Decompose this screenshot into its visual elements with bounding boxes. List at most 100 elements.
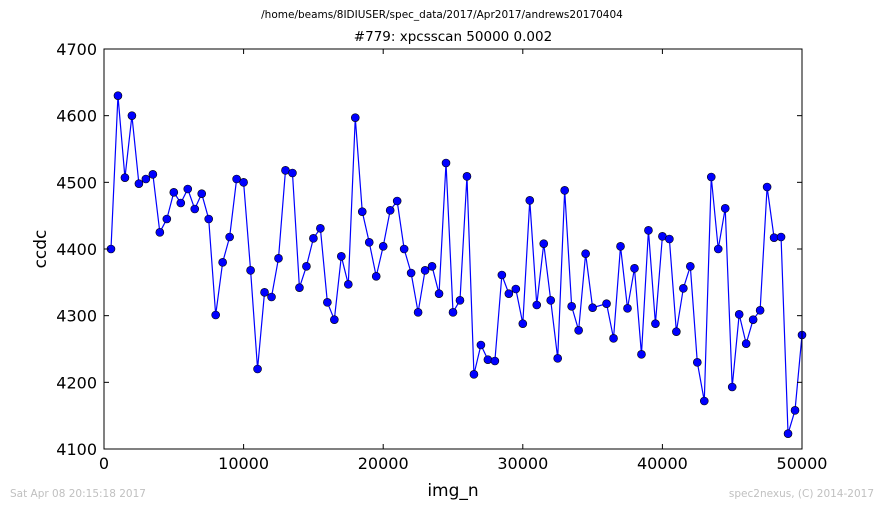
data-point	[567, 302, 576, 311]
y-tick-label: 4100	[56, 440, 97, 459]
data-point	[734, 310, 744, 319]
data-point	[783, 429, 793, 438]
data-point	[720, 204, 730, 213]
plot-frame	[103, 48, 803, 450]
data-point	[176, 198, 186, 208]
x-tick-label: 50000	[777, 454, 828, 473]
data-point	[190, 204, 200, 214]
data-point	[253, 364, 262, 374]
data-point	[539, 239, 549, 248]
data-point	[141, 174, 151, 184]
x-tick-label: 10000	[218, 454, 269, 473]
series-line	[110, 95, 803, 434]
data-point	[413, 308, 423, 317]
data-point	[295, 283, 304, 292]
data-point	[630, 264, 639, 273]
data-point	[609, 334, 618, 343]
data-point	[371, 272, 381, 281]
data-point	[204, 214, 213, 224]
y-tick-label: 4500	[56, 173, 97, 192]
data-point	[218, 258, 227, 267]
data-point	[406, 268, 416, 278]
data-point	[232, 174, 241, 184]
data-point	[588, 303, 597, 312]
data-point	[441, 158, 451, 168]
y-tick-label: 4400	[56, 240, 97, 259]
data-point	[183, 184, 193, 194]
data-point	[497, 270, 507, 280]
data-point	[330, 315, 339, 324]
data-point	[260, 288, 269, 297]
x-tick-label: 40000	[637, 454, 688, 473]
data-point	[434, 289, 444, 298]
data-point	[162, 214, 172, 224]
data-point	[323, 298, 332, 307]
data-point	[420, 266, 430, 275]
data-point	[462, 172, 472, 181]
data-point	[504, 289, 514, 298]
data-point	[679, 284, 688, 293]
data-point	[357, 207, 367, 216]
x-tick-label: 30000	[497, 454, 548, 473]
data-point	[134, 179, 144, 188]
data-point	[790, 406, 800, 415]
data-point	[469, 370, 479, 379]
data-point	[623, 304, 632, 313]
data-point	[274, 254, 283, 263]
data-point	[511, 284, 521, 294]
data-point	[385, 206, 395, 215]
data-point	[755, 306, 765, 315]
data-point	[120, 173, 130, 182]
data-point	[169, 188, 179, 197]
footer-timestamp: Sat Apr 08 20:15:18 2017	[10, 488, 146, 500]
data-point	[665, 234, 674, 244]
data-point	[713, 244, 723, 254]
data-point	[239, 178, 248, 187]
data-point	[448, 308, 458, 317]
data-point	[490, 356, 500, 366]
data-point	[427, 262, 437, 271]
plot-area	[106, 91, 807, 438]
data-point	[378, 242, 388, 251]
data-point	[762, 182, 772, 192]
x-tick-label: 0	[99, 454, 109, 473]
data-point	[476, 340, 486, 350]
data-point	[748, 315, 758, 324]
data-point	[309, 234, 318, 243]
data-point	[148, 170, 158, 179]
data-point	[644, 226, 653, 235]
data-point	[518, 319, 528, 328]
data-point	[574, 326, 583, 335]
data-point	[399, 244, 409, 254]
x-axis-label: img_n	[427, 481, 478, 501]
data-point	[316, 224, 325, 233]
y-axis-label: ccdc	[31, 230, 51, 269]
x-tick-label: 20000	[358, 454, 409, 473]
data-point	[672, 327, 681, 336]
data-point	[651, 319, 660, 328]
y-tick-label: 4700	[56, 40, 97, 59]
data-point	[686, 262, 695, 271]
data-point	[364, 238, 374, 247]
data-point	[581, 249, 590, 258]
data-point	[532, 300, 542, 310]
footer-credit: spec2nexus, (C) 2014-2017	[728, 488, 874, 500]
data-point	[225, 232, 234, 242]
data-point	[699, 396, 709, 406]
data-point	[616, 242, 625, 251]
data-point	[455, 296, 465, 305]
y-tick-label: 4600	[56, 107, 97, 126]
data-point	[602, 299, 611, 308]
data-point	[776, 232, 786, 242]
data-point	[741, 339, 751, 348]
figure-suptitle: /home/beams/8IDIUSER/spec_data/2017/Apr2…	[261, 9, 623, 21]
data-point	[546, 296, 556, 305]
data-point	[288, 168, 297, 178]
data-point	[246, 266, 255, 275]
data-point	[637, 350, 646, 359]
data-point	[337, 252, 346, 261]
y-tick-label: 4300	[56, 307, 97, 326]
axis-ticks: 0 10000 20000 30000 40000 50000 4100 4200 4300 44…	[56, 40, 827, 473]
data-point	[113, 91, 123, 100]
